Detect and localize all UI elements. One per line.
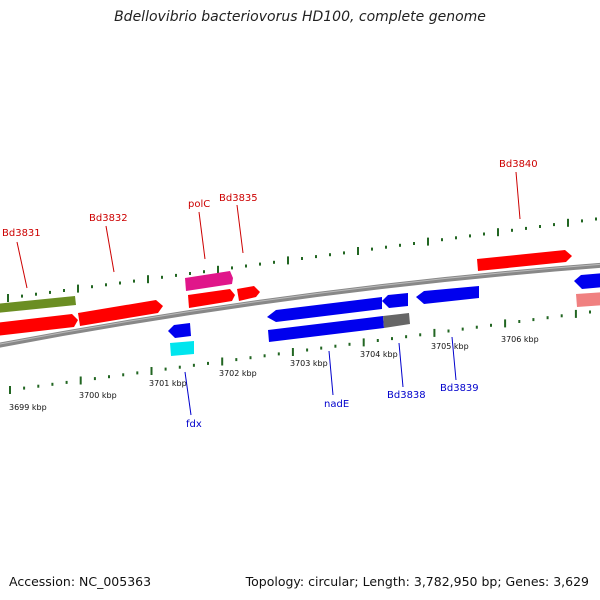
scale-label-3700: 3700 kbp <box>79 391 117 400</box>
scale-label-3702: 3702 kbp <box>219 369 257 378</box>
scale-label-3706: 3706 kbp <box>501 335 539 344</box>
outer-tick-track <box>7 217 597 302</box>
forward-label-leaders <box>16 171 521 289</box>
label-bd3831[interactable]: Bd3831 <box>2 228 41 239</box>
leader-bd3838 <box>398 342 404 388</box>
genome-summary-text: Topology: circular; Length: 3,782,950 bp… <box>245 574 589 589</box>
scale-label-3704: 3704 kbp <box>360 350 398 359</box>
gene-bd3838-arrow[interactable] <box>382 293 408 308</box>
scale-label-3705: 3705 kbp <box>431 342 469 351</box>
inner-tick-track <box>9 309 591 394</box>
gene-nade-upper-arrow[interactable] <box>267 297 382 322</box>
leader-polc <box>198 211 206 260</box>
gene-nade-lower-arrow[interactable] <box>268 316 384 342</box>
leader-bd3832 <box>105 225 115 273</box>
gene-bd3840-arrow[interactable] <box>477 250 572 271</box>
genome-backbone-highlight <box>0 263 600 345</box>
label-bd3835[interactable]: Bd3835 <box>219 193 258 204</box>
scale-label-3703: 3703 kbp <box>290 359 328 368</box>
scale-label-3699: 3699 kbp <box>9 403 47 412</box>
leader-fdx <box>184 371 192 416</box>
gene-bd3834-arrow[interactable] <box>188 289 235 308</box>
genome-backbone <box>0 262 600 348</box>
label-bd3832[interactable]: Bd3832 <box>89 213 128 224</box>
leader-bd3840 <box>515 171 521 220</box>
gene-fdx-related-arrow[interactable] <box>168 323 191 338</box>
label-bd3839[interactable]: Bd3839 <box>440 383 479 394</box>
scale-label-3701: 3701 kbp <box>149 379 187 388</box>
gene-bd3832-arrow[interactable] <box>78 300 163 326</box>
reverse-label-leaders <box>184 336 457 416</box>
label-fdx[interactable]: fdx <box>186 419 202 430</box>
gene-polc-arrow[interactable] <box>185 271 233 291</box>
leader-bd3835 <box>236 204 244 254</box>
map-title: Bdellovibrio bacteriovorus HD100, comple… <box>114 9 486 25</box>
gene-bd3831b-arrow[interactable] <box>0 314 78 336</box>
leader-bd3831 <box>16 241 28 289</box>
label-polc[interactable]: polC <box>188 199 210 210</box>
gene-fdx-arrow[interactable] <box>170 341 194 356</box>
gene-next-salmon-arrow[interactable] <box>576 292 600 307</box>
gene-edge-blue-arrow[interactable] <box>574 273 600 289</box>
gene-bd3831-arrow[interactable] <box>0 296 76 313</box>
label-bd3838[interactable]: Bd3838 <box>387 390 426 401</box>
accession-text: Accession: NC_005363 <box>9 574 152 589</box>
label-bd3840[interactable]: Bd3840 <box>499 159 538 170</box>
leader-bd3839 <box>451 336 457 381</box>
label-nade[interactable]: nadE <box>324 399 349 410</box>
gene-bd3839-arrow[interactable] <box>416 286 479 304</box>
leader-nade <box>328 350 334 396</box>
gene-bd3835-arrow[interactable] <box>237 286 260 301</box>
gene-nade-gray-segment[interactable] <box>383 313 410 328</box>
